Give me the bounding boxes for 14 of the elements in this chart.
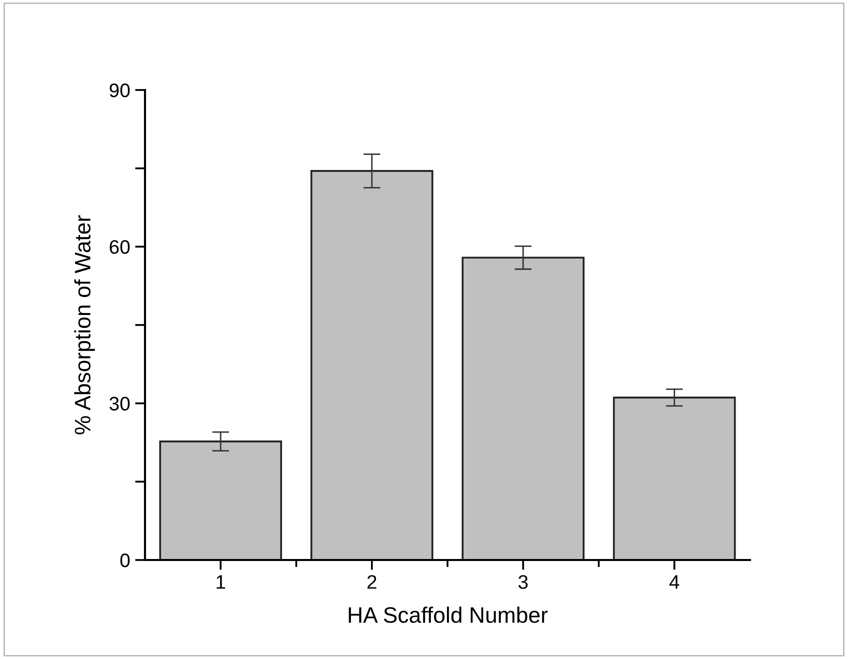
bar <box>310 170 434 560</box>
x-tick-label: 4 <box>669 575 680 589</box>
y-tick-label: 90 <box>110 83 130 98</box>
bar <box>159 440 282 560</box>
x-axis-title: HA Scaffold Number <box>348 606 548 623</box>
x-tick-label: 1 <box>216 575 226 589</box>
bar <box>462 256 585 560</box>
y-tick-label: 60 <box>110 240 130 254</box>
y-tick-label: 0 <box>120 553 130 568</box>
x-tick-label: 3 <box>518 575 528 589</box>
bar <box>612 396 736 560</box>
x-tick-label: 2 <box>367 575 376 589</box>
y-axis-title: % Absorption of Water <box>74 215 95 434</box>
y-tick-label: 30 <box>110 396 130 411</box>
